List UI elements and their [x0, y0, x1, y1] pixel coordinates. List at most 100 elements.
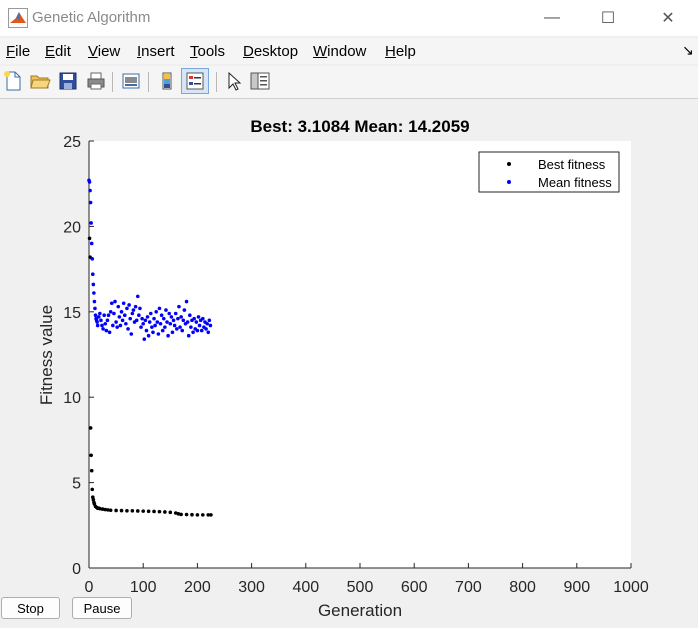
mean-fitness-point — [156, 332, 161, 336]
mean-fitness-point — [88, 200, 93, 205]
mean-fitness-point — [157, 306, 162, 311]
mean-fitness-point — [158, 321, 163, 326]
mean-fitness-point — [122, 313, 127, 318]
mean-fitness-point — [114, 320, 118, 324]
mean-fitness-point — [152, 316, 156, 321]
menu-insert[interactable]: Insert — [137, 43, 175, 60]
mean-fitness-point — [166, 333, 170, 338]
mean-fitness-point — [89, 221, 93, 225]
mean-fitness-point — [146, 333, 151, 338]
best-fitness-point — [209, 513, 213, 517]
pause-button[interactable]: Pause — [72, 597, 132, 619]
best-fitness-point — [206, 513, 211, 517]
mean-fitness-point — [170, 330, 175, 335]
mean-fitness-point — [154, 310, 159, 314]
mean-fitness-point — [145, 315, 150, 319]
best-fitness-point — [89, 468, 94, 473]
mean-fitness-point — [134, 318, 139, 323]
mean-fitness-point — [118, 323, 123, 328]
best-fitness-point — [152, 509, 156, 514]
mean-fitness-point — [192, 316, 196, 321]
mean-fitness-point — [104, 328, 109, 333]
dock-arrow-icon[interactable]: ↘ — [682, 42, 694, 58]
x-tick-label: 500 — [347, 579, 374, 596]
mean-fitness-point — [194, 320, 199, 324]
mean-fitness-point — [160, 328, 165, 333]
mean-fitness-point — [208, 323, 213, 328]
mean-fitness-point — [147, 320, 152, 324]
x-tick-label: 900 — [563, 579, 590, 596]
mean-fitness-point — [128, 316, 132, 321]
mean-fitness-point — [186, 333, 191, 338]
minimize-button[interactable]: — — [544, 9, 560, 26]
close-button[interactable]: ✕ — [661, 10, 675, 27]
menu-window[interactable]: Window — [313, 43, 367, 60]
legend-label-mean: Mean fitness — [538, 175, 612, 190]
menu-help[interactable]: Help — [385, 43, 416, 60]
best-fitness-point — [88, 426, 93, 430]
y-tick-label: 10 — [63, 390, 81, 407]
mean-fitness-point — [87, 180, 92, 184]
print-preview-icon[interactable] — [120, 70, 142, 92]
best-fitness-point — [157, 509, 162, 514]
best-fitness-point — [195, 513, 200, 517]
x-axis-label: Generation — [318, 601, 402, 620]
mean-fitness-point — [111, 323, 115, 328]
new-file-icon[interactable] — [2, 70, 24, 92]
y-tick-label: 5 — [72, 476, 81, 493]
menu-file[interactable]: File — [6, 43, 31, 60]
mean-fitness-point — [163, 325, 167, 329]
menu-edit[interactable]: Edit — [45, 43, 71, 60]
mean-fitness-point — [102, 313, 106, 318]
best-fitness-point — [135, 509, 140, 513]
save-icon[interactable] — [57, 70, 79, 92]
property-inspector-icon[interactable] — [249, 70, 271, 92]
toolbar-separator — [148, 72, 149, 92]
x-tick-label: 800 — [509, 579, 536, 596]
stop-button[interactable]: Stop — [1, 597, 60, 619]
mean-fitness-point — [116, 304, 121, 309]
mean-fitness-point — [119, 310, 124, 314]
legend-label-best: Best fitness — [538, 157, 606, 172]
legend-icon[interactable] — [184, 70, 206, 92]
legend[interactable]: Best fitness Mean fitness — [478, 151, 620, 193]
mean-fitness-point — [185, 320, 190, 324]
y-tick-label: 25 — [63, 134, 81, 151]
mean-fitness-point — [140, 316, 144, 321]
menu-view[interactable]: View — [88, 43, 121, 60]
mean-fitness-point — [204, 327, 208, 331]
best-fitness-point — [119, 508, 124, 513]
mean-fitness-point — [177, 304, 181, 309]
mean-fitness-point — [196, 315, 201, 319]
pointer-icon[interactable] — [223, 70, 245, 92]
mean-fitness-point — [201, 316, 205, 321]
legend-box — [478, 151, 620, 193]
mean-fitness-point — [184, 299, 189, 304]
menu-desktop[interactable]: Desktop — [243, 43, 299, 60]
best-fitness-point — [98, 506, 102, 511]
mean-fitness-point — [144, 328, 149, 333]
mean-fitness-point — [169, 315, 174, 319]
mean-fitness-point — [101, 327, 105, 331]
mean-fitness-point — [130, 311, 135, 316]
colorbar-icon[interactable] — [156, 70, 178, 92]
print-icon[interactable] — [85, 70, 107, 92]
mean-fitness-point — [131, 308, 136, 312]
mean-fitness-point — [199, 328, 204, 333]
mean-fitness-point — [96, 315, 101, 319]
mean-fitness-point — [167, 311, 172, 316]
maximize-button[interactable]: ☐ — [600, 10, 616, 27]
mean-fitness-point — [124, 321, 128, 326]
best-fitness-point — [184, 512, 189, 517]
mean-fitness-point — [121, 301, 126, 306]
matlab-logo-icon — [8, 8, 28, 28]
best-fitness-point — [141, 509, 145, 513]
mean-fitness-point — [113, 299, 117, 304]
best-fitness-point — [108, 508, 113, 513]
mean-fitness-point — [155, 320, 160, 324]
open-folder-icon[interactable] — [29, 70, 51, 92]
menu-tools[interactable]: Tools — [190, 43, 226, 60]
y-tick-label: 15 — [63, 305, 81, 322]
x-tick-label: 0 — [85, 579, 94, 596]
mean-fitness-point — [126, 327, 130, 331]
